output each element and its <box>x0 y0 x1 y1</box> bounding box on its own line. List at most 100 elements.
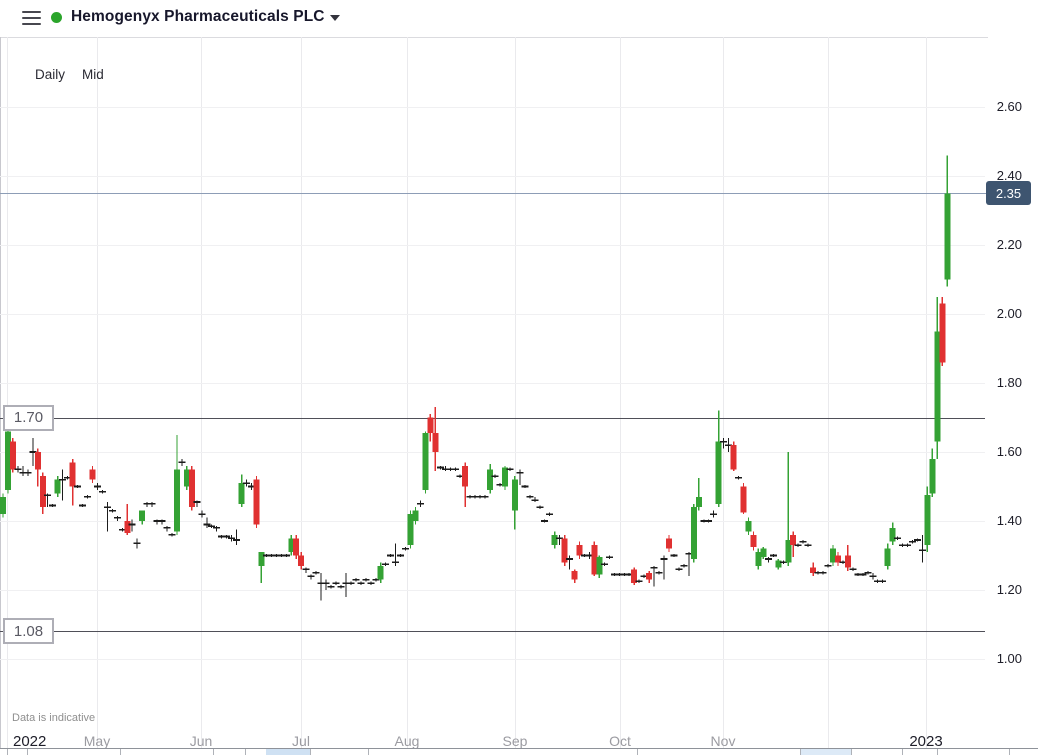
chart-plot-area[interactable] <box>0 37 1038 748</box>
reference-price-line <box>0 631 985 632</box>
doji-mark <box>566 558 574 560</box>
doji-mark <box>223 535 231 538</box>
doji-mark <box>909 540 917 543</box>
doji-mark <box>899 544 907 546</box>
bottom-strip[interactable] <box>0 748 1038 755</box>
horizontal-gridline <box>0 176 985 177</box>
candle <box>939 303 946 363</box>
doji-mark <box>98 490 106 493</box>
chart-header: Hemogenyx Pharmaceuticals PLC <box>0 0 1038 37</box>
watermark: Data is indicative <box>12 712 96 724</box>
doji-mark <box>163 527 171 529</box>
candle <box>511 479 518 511</box>
interval-button[interactable]: Daily <box>35 67 66 82</box>
horizontal-gridline <box>0 452 985 453</box>
candle-wick <box>787 452 789 566</box>
doji-mark <box>14 468 22 471</box>
candle <box>293 538 300 556</box>
doji-mark <box>29 451 37 453</box>
candle-wick <box>698 477 700 511</box>
time-axis-label: 2023 <box>909 733 943 750</box>
doji-mark <box>64 477 72 479</box>
candle <box>924 495 931 546</box>
candle <box>934 331 941 442</box>
doji-mark <box>546 513 554 515</box>
doji-mark <box>700 520 708 522</box>
doji-mark <box>675 568 683 571</box>
vertical-gridline <box>201 37 202 748</box>
candle <box>173 469 180 532</box>
strip-divider <box>800 749 801 755</box>
doji-mark <box>894 537 902 540</box>
candle <box>462 465 469 487</box>
candle <box>690 507 697 559</box>
doji-mark <box>824 565 832 567</box>
reference-price-label[interactable]: 1.08 <box>3 618 54 645</box>
doji-mark <box>62 469 64 501</box>
doji-mark <box>108 509 116 512</box>
candle <box>4 431 11 490</box>
reference-price-label[interactable]: 1.70 <box>3 404 54 431</box>
time-axis-label: Sep <box>502 733 528 749</box>
doji-mark <box>282 554 290 557</box>
doji-mark <box>262 554 270 557</box>
doji-mark <box>103 506 111 508</box>
candle <box>591 545 598 575</box>
candle <box>561 538 568 563</box>
doji-mark <box>228 537 236 540</box>
doji-mark <box>325 579 327 590</box>
doji-mark <box>705 520 713 522</box>
strip-divider <box>310 749 311 755</box>
vertical-gridline <box>828 37 829 748</box>
doji-mark <box>218 535 226 538</box>
doji-mark <box>178 461 186 464</box>
doji-mark <box>395 543 397 566</box>
candle <box>0 496 6 515</box>
panel-left-border <box>0 37 1 755</box>
doji-mark <box>869 575 877 577</box>
doji-mark <box>158 520 166 522</box>
header-divider <box>0 37 988 38</box>
doji-mark <box>79 504 87 507</box>
candle <box>288 538 295 553</box>
candle <box>755 552 762 566</box>
doji-mark <box>307 575 315 577</box>
time-axis-label: Aug <box>394 733 420 749</box>
doji-mark <box>767 557 769 563</box>
vertical-gridline <box>301 37 302 748</box>
doji-mark <box>769 554 777 557</box>
symbol-title[interactable]: Hemogenyx Pharmaceuticals PLC <box>71 8 325 25</box>
mode-button[interactable]: Mid <box>82 67 104 82</box>
doji-mark <box>516 471 524 474</box>
strip-divider <box>937 749 938 755</box>
doji-mark <box>610 573 618 576</box>
doji-mark <box>913 539 921 541</box>
doji-mark <box>496 483 504 486</box>
candle <box>89 469 96 480</box>
doji-mark <box>24 471 32 474</box>
doji-mark <box>387 554 395 557</box>
doji-mark <box>148 502 156 505</box>
doji-mark <box>213 527 221 529</box>
doji-mark <box>337 585 345 588</box>
candle <box>258 552 265 566</box>
doji-mark <box>640 575 648 577</box>
doji-mark <box>481 496 489 498</box>
time-axis-label: Jul <box>292 733 310 749</box>
price-axis-label: 1.20 <box>996 582 1022 597</box>
doji-mark <box>208 525 216 527</box>
doji-mark <box>720 440 728 443</box>
doji-mark <box>879 580 887 583</box>
chevron-down-icon[interactable] <box>330 15 340 21</box>
doji-mark <box>243 482 251 484</box>
hamburger-menu-icon[interactable] <box>22 11 41 25</box>
doji-mark <box>47 493 49 508</box>
doji-mark <box>779 561 787 564</box>
doji-mark <box>655 571 663 574</box>
doji-mark <box>536 506 544 508</box>
doji-mark <box>362 578 370 581</box>
vertical-gridline <box>515 37 516 748</box>
horizontal-gridline <box>0 107 985 108</box>
